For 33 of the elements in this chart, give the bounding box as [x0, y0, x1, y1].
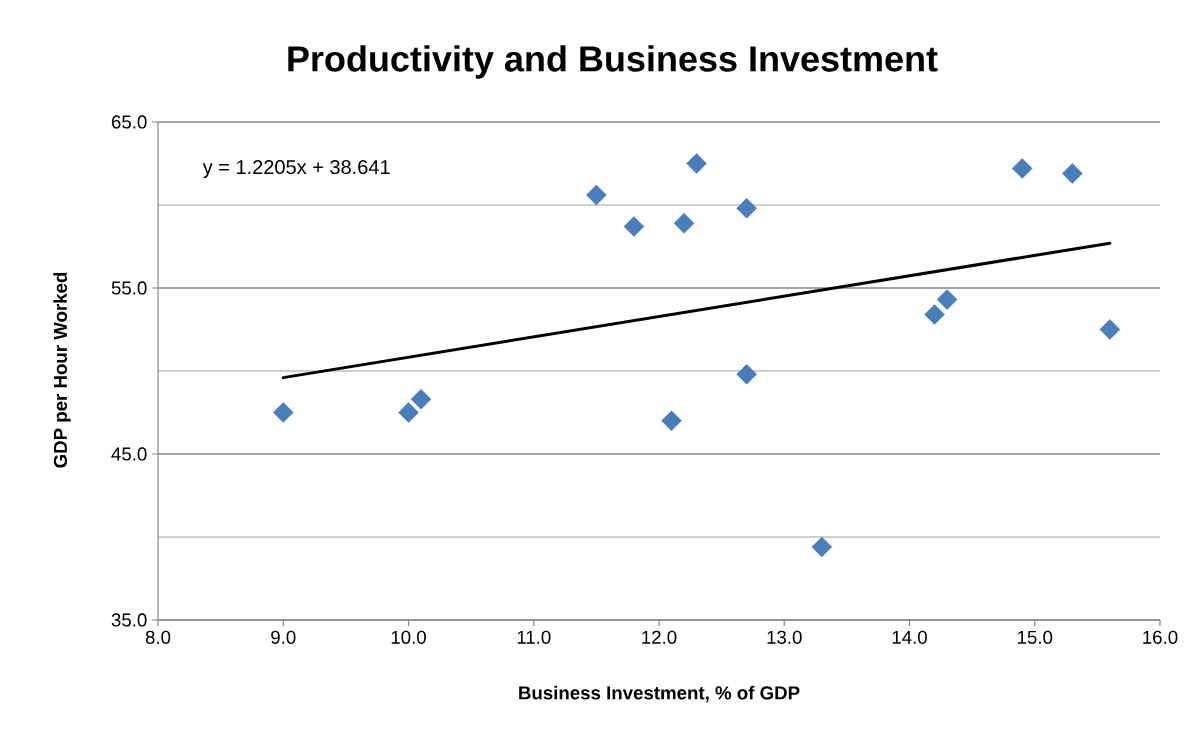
point — [736, 198, 757, 219]
point — [661, 410, 682, 432]
point — [623, 216, 645, 237]
point — [410, 388, 432, 410]
y-tick-label: 45.0 — [111, 447, 147, 461]
y-axis-title: GDP per Hour Worked — [53, 272, 71, 468]
point — [398, 402, 419, 423]
point — [1062, 163, 1083, 184]
point — [272, 402, 294, 423]
point — [686, 153, 707, 174]
x-tick-label: 14.0 — [892, 630, 927, 644]
point — [1011, 158, 1033, 179]
y-tick-label: 35.0 — [111, 613, 147, 627]
y-tick-label: 55.0 — [111, 281, 147, 295]
x-tick-label: 10.0 — [391, 630, 426, 644]
x-tick-label: 8.0 — [145, 630, 171, 644]
point — [936, 289, 958, 310]
x-tick-label: 11.0 — [517, 630, 551, 644]
x-tick-label: 15.0 — [1018, 630, 1053, 644]
x-axis-title: Business Investment, % of GDP — [519, 685, 800, 703]
x-tick-label: 13.0 — [767, 630, 802, 644]
point — [1099, 319, 1121, 340]
chart-title: Productivity and Business Investment — [288, 45, 938, 79]
x-tick-label: 12.0 — [642, 630, 677, 644]
point — [736, 364, 757, 385]
annotation: y = 1.2205x + 38.641 — [202, 159, 390, 179]
x-tick-label: 16.0 — [1143, 630, 1178, 644]
x-tick-label: 9.0 — [271, 630, 296, 644]
point — [586, 184, 607, 206]
point — [811, 536, 833, 558]
y-tick-label: 65.0 — [111, 115, 147, 129]
point — [673, 212, 695, 234]
point — [924, 304, 945, 325]
